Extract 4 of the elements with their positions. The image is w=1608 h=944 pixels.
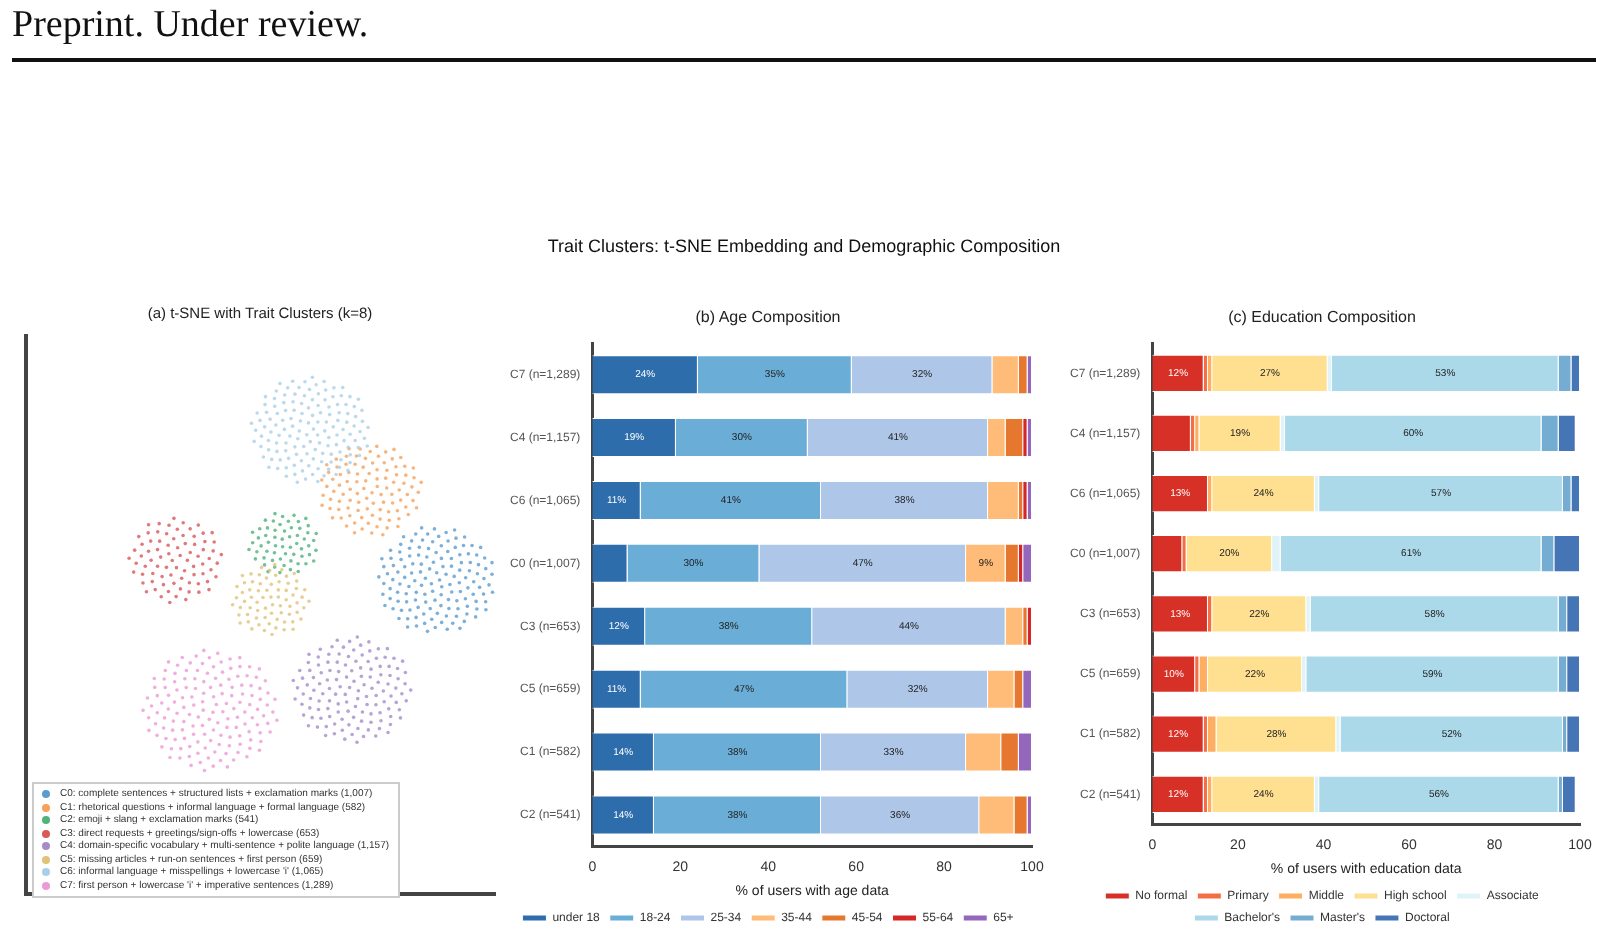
chart-title: (b) Age Composition: [695, 308, 841, 327]
text: Trait Clusters: t-SNE Embedding and Demographic Composition: [545, 236, 1063, 256]
text: Preprint. Under review.: [12, 4, 369, 48]
chart-title: (c) Education Composition: [1228, 308, 1416, 327]
